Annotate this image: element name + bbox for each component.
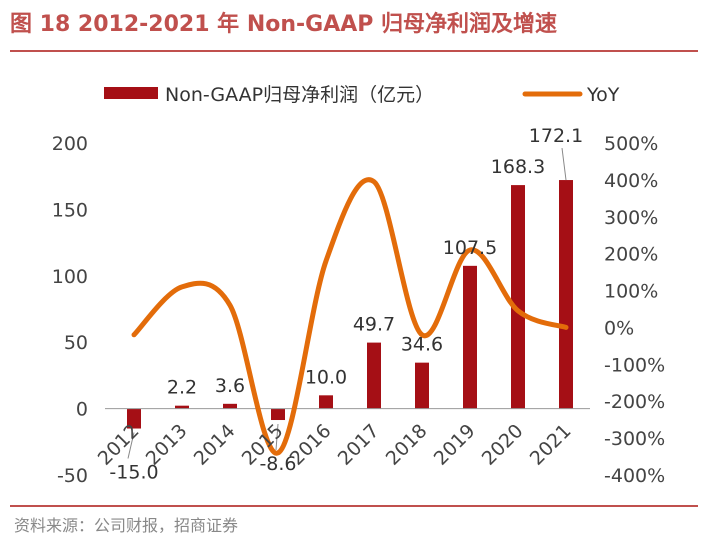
bar-label-leader xyxy=(561,147,567,181)
source-note: 资料来源：公司财报，招商证券 xyxy=(14,516,239,535)
bar-value-label: 49.7 xyxy=(353,314,395,336)
bar-2013 xyxy=(175,405,189,409)
x-tick-label-2020: 2020 xyxy=(478,420,528,470)
bar-2018 xyxy=(415,362,429,409)
bottom-divider xyxy=(10,505,698,507)
x-tick-label-2019: 2019 xyxy=(430,420,480,470)
x-tick-label-2016: 2016 xyxy=(286,420,336,470)
right-tick-label: 300% xyxy=(604,207,658,229)
right-tick-label: 400% xyxy=(604,170,658,192)
bar-2016 xyxy=(319,395,333,409)
bar-value-label: 3.6 xyxy=(215,375,245,397)
bar-value-label: 10.0 xyxy=(305,366,347,388)
left-tick-label: 100 xyxy=(52,266,88,288)
bar-label-leader xyxy=(275,423,279,451)
legend-label-yoy: YoY xyxy=(586,84,620,106)
right-tick-label: -300% xyxy=(604,428,665,450)
x-tick-label-2013: 2013 xyxy=(142,420,192,470)
bar-2017 xyxy=(367,342,381,409)
left-tick-label: 200 xyxy=(52,133,88,155)
right-tick-label: 500% xyxy=(604,133,658,155)
bar-value-label: 107.5 xyxy=(443,237,497,259)
title-divider xyxy=(10,50,698,52)
bar-value-label: 172.1 xyxy=(529,125,583,147)
yoy-line xyxy=(131,177,569,456)
bar-value-label: 34.6 xyxy=(401,334,443,356)
bar-2021 xyxy=(559,180,573,409)
bar-2020 xyxy=(511,185,525,409)
bar-labels: -15.0 2.2 3.6 -8.6 10.0 49.7 34.6 107.5 168.3 172… xyxy=(109,125,583,483)
left-tick-label: 0 xyxy=(76,399,88,421)
right-axis: -400% -300% -200% -100% 0% 100% 200% 300% 400% 50… xyxy=(604,133,665,487)
right-tick-label: 100% xyxy=(604,281,658,303)
right-tick-label: 0% xyxy=(604,317,634,339)
x-tick-label-2014: 2014 xyxy=(190,420,240,470)
legend: Non-GAAP归母净利润（亿元） YoY xyxy=(104,84,620,106)
left-tick-label: 150 xyxy=(52,199,88,221)
bar-label-leader xyxy=(127,432,135,459)
bar-value-label: 168.3 xyxy=(491,156,545,178)
x-tick-label-2017: 2017 xyxy=(334,420,384,470)
left-tick-label: -50 xyxy=(57,465,88,487)
right-tick-label: -100% xyxy=(604,354,665,376)
figure-title: 图 18 2012-2021 年 Non-GAAP 归母净利润及增速 xyxy=(10,12,558,37)
legend-swatch-net-profit xyxy=(104,87,158,99)
bar-value-label: -8.6 xyxy=(259,453,296,475)
right-tick-label: -400% xyxy=(604,465,665,487)
legend-label-net-profit: Non-GAAP归母净利润（亿元） xyxy=(165,84,434,106)
right-tick-label: 200% xyxy=(604,244,658,266)
bar-2015 xyxy=(271,408,285,421)
right-tick-label: -200% xyxy=(604,391,665,413)
bars xyxy=(127,180,573,429)
bar-2019 xyxy=(463,265,477,409)
bar-value-label: 2.2 xyxy=(167,377,197,399)
bar-2012 xyxy=(127,408,141,429)
bar-value-label: -15.0 xyxy=(109,462,158,484)
left-axis: -50 0 50 100 150 200 xyxy=(52,133,88,487)
x-tick-label-2021: 2021 xyxy=(526,420,576,470)
left-tick-label: 50 xyxy=(64,332,88,354)
yoy-series-line xyxy=(131,177,569,456)
bar-2014 xyxy=(223,403,237,409)
x-tick-label-2018: 2018 xyxy=(382,420,432,470)
